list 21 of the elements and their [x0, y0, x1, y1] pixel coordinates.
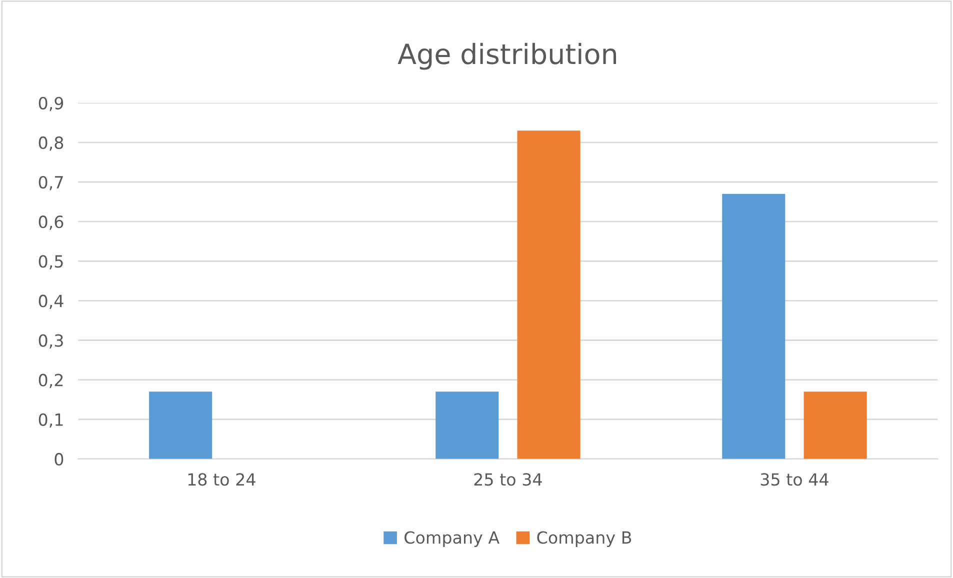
y-tick-label: 0,2 — [38, 374, 63, 388]
y-tick-label: 0 — [54, 452, 64, 466]
y-tick-label: 0,4 — [38, 294, 64, 309]
y-tick-label: 0,5 — [38, 255, 63, 270]
chart-title: Age distribution — [398, 42, 616, 70]
y-tick-label: 0,8 — [38, 136, 64, 151]
y-tick-label: 0,7 — [38, 176, 63, 190]
legend-label: Company A — [404, 531, 500, 548]
x-tick-label: 35 to 44 — [760, 473, 828, 486]
y-tick-label: 0,9 — [38, 96, 64, 112]
bar — [436, 392, 499, 459]
bar — [517, 130, 580, 459]
y-tick-label: 0,1 — [38, 413, 63, 428]
bar — [722, 194, 786, 459]
bar — [149, 392, 212, 459]
x-tick-label: 18 to 24 — [188, 473, 256, 486]
y-tick-label: 0,3 — [38, 334, 63, 349]
y-tick-label: 0,6 — [38, 216, 64, 230]
legend-label: Company B — [537, 531, 632, 548]
x-tick-label: 25 to 34 — [474, 473, 542, 486]
bar — [804, 392, 867, 459]
